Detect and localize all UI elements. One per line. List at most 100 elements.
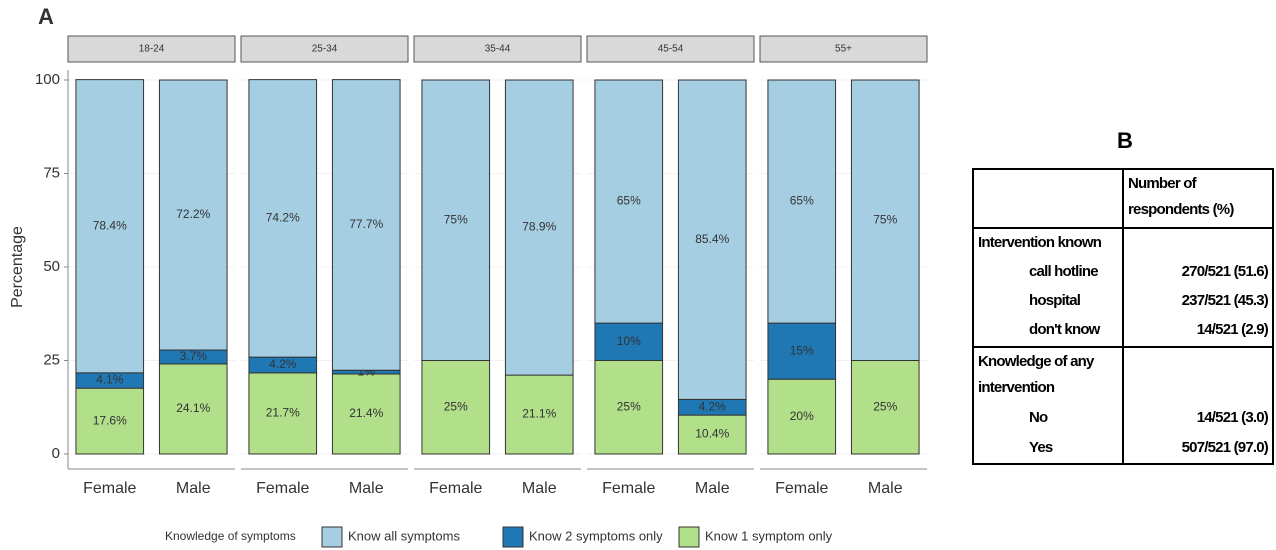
table-row: No 14/521 (3.0) [973,404,1273,434]
table-row-label: call hotline [1029,262,1099,280]
value-label: 77.7% [349,217,383,231]
bar-segment [158,79,228,351]
bar-segment [677,414,747,455]
strip [759,35,928,63]
table-header-empty [973,169,1123,228]
x-tick-label: Female [429,480,482,497]
y-tick-label: 100 [35,71,60,88]
bar-segment [331,79,401,371]
legend-label: Know all symptoms [348,528,460,543]
bar-segment [504,79,574,376]
panel-title: 35-44 [485,44,511,55]
value-label: 15% [790,343,814,357]
table-cell [1122,226,1273,258]
table-body: Intervention known call hotline 270/521 (5… [973,226,1273,464]
value-label: 74.2% [266,211,300,225]
value-label: 75% [444,212,468,226]
y-tick-label: 0 [52,445,60,462]
x-tick-label: Female [83,480,136,497]
table-row: call hotline 270/521 (51.6) [973,257,1273,288]
panel-title: 55+ [835,44,852,55]
table-header-row: Number of respondents (%) [973,169,1273,228]
table-cell: 270/521 (51.6) [1122,257,1273,288]
y-tick-label: 75 [43,164,60,181]
x-tick-label: Male [349,480,384,497]
value-label: 21.4% [349,406,383,420]
value-label: 20% [790,409,814,423]
table-cell: 237/521 (45.3) [1122,287,1273,317]
bar-segment [248,79,318,358]
bar-segment [594,79,664,324]
table-cell: 14/521 (2.9) [1122,316,1273,347]
chart: A Percentage 18-24 25-34 35-44 45-54 55+ 0 25 5… [9,4,928,548]
bar-segment [594,360,664,455]
legend-title: Knowledge of symptoms [165,529,296,543]
legend-swatch [678,526,700,548]
legend-swatch [502,526,524,548]
bar-segment [850,360,920,455]
value-label: 4.2% [269,357,297,371]
table-row-label: hospital [1029,292,1081,310]
y-axis-label: Percentage [9,226,26,308]
bar-segment [677,79,747,400]
value-label: 25% [873,399,897,413]
value-label: 72.2% [176,207,210,221]
value-label: 24.1% [176,401,210,415]
y-tick-label: 50 [43,258,60,275]
x-tick-label: Female [602,480,655,497]
bar-segment [767,79,837,324]
x-tick-label: Female [256,480,309,497]
value-label: 25% [444,399,468,413]
value-label: 65% [790,194,814,208]
panel-title: 25-34 [312,44,338,55]
x-tick-label: Male [176,480,211,497]
value-label: 4.1% [96,373,124,387]
value-label: 17.6% [93,413,127,427]
table-label: B [1117,128,1133,153]
value-label: 65% [617,194,641,208]
legend-label: Know 2 symptoms only [529,528,663,543]
bar-segment [248,372,318,455]
value-label: 10% [617,334,641,348]
value-label: 3.7% [180,349,208,363]
table-cell [1122,345,1273,405]
value-label: 4.2% [699,399,727,413]
x-tick-label: Male [695,480,730,497]
panel-title: 45-54 [658,44,684,55]
table-cell: 507/521 (97.0) [1122,433,1273,464]
value-label: 25% [617,399,641,413]
table-group-row: Intervention known [973,226,1273,258]
strip [240,35,409,63]
value-label: 10.4% [695,427,729,441]
strip [413,35,582,63]
strip [586,35,755,63]
table-group-row: Knowledge of any intervention [973,345,1273,405]
value-label: 78.4% [93,218,127,232]
value-label: 78.9% [522,220,556,234]
table: Number of respondents (%) Intervention k… [972,168,1274,465]
legend-label: Know 1 symptom only [705,528,833,543]
bar-segment [421,360,491,455]
bar-segment [504,374,574,455]
bar-segment [158,363,228,455]
table-row: don't know 14/521 (2.9) [973,316,1273,347]
bar-segment [767,378,837,455]
bar-segment [850,79,920,361]
table-row: Yes 507/521 (97.0) [973,433,1273,464]
panel-title: 18-24 [139,44,165,55]
value-label: 21.1% [522,407,556,421]
value-label: 21.7% [266,406,300,420]
table-row-label: Yes [1029,438,1053,456]
x-tick-label: Male [868,480,903,497]
table-cell: 14/521 (3.0) [1122,404,1273,434]
table-group-title: Intervention known [973,226,1123,258]
bar-segment [421,79,491,361]
panel-label: A [38,4,54,29]
legend-swatch [321,526,343,548]
value-label: 85.4% [695,232,729,246]
table-row-label: No [1029,409,1048,427]
table-row: hospital 237/521 (45.3) [973,287,1273,317]
y-tick-label: 25 [43,351,60,368]
bar-segment [767,322,837,380]
